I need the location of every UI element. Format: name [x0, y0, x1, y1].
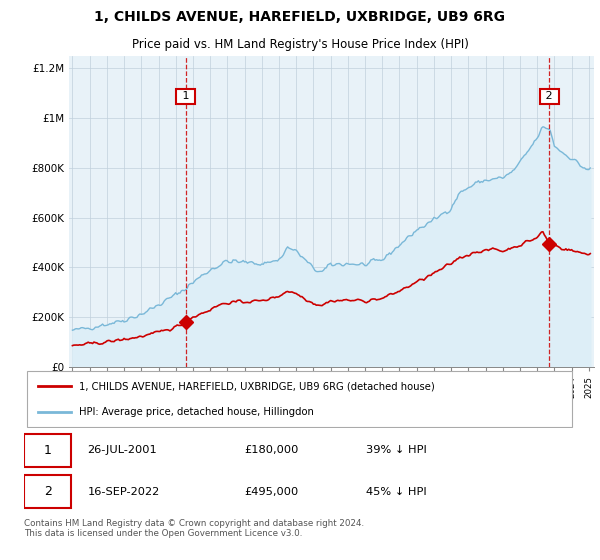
Text: £180,000: £180,000: [245, 445, 299, 455]
Text: 16-SEP-2022: 16-SEP-2022: [88, 487, 160, 497]
Text: 45% ↓ HPI: 45% ↓ HPI: [366, 487, 427, 497]
FancyBboxPatch shape: [24, 475, 71, 508]
Text: Price paid vs. HM Land Registry's House Price Index (HPI): Price paid vs. HM Land Registry's House …: [131, 38, 469, 51]
Text: Contains HM Land Registry data © Crown copyright and database right 2024.
This d: Contains HM Land Registry data © Crown c…: [24, 519, 364, 538]
Text: 1, CHILDS AVENUE, HAREFIELD, UXBRIDGE, UB9 6RG (detached house): 1, CHILDS AVENUE, HAREFIELD, UXBRIDGE, U…: [79, 381, 435, 391]
FancyBboxPatch shape: [27, 371, 572, 427]
Text: 39% ↓ HPI: 39% ↓ HPI: [366, 445, 427, 455]
Text: 1: 1: [44, 444, 52, 457]
Text: 1, CHILDS AVENUE, HAREFIELD, UXBRIDGE, UB9 6RG: 1, CHILDS AVENUE, HAREFIELD, UXBRIDGE, U…: [95, 11, 505, 25]
Text: 1: 1: [179, 91, 193, 101]
Text: £495,000: £495,000: [245, 487, 299, 497]
FancyBboxPatch shape: [24, 434, 71, 467]
Text: HPI: Average price, detached house, Hillingdon: HPI: Average price, detached house, Hill…: [79, 407, 314, 417]
Text: 26-JUL-2001: 26-JUL-2001: [88, 445, 157, 455]
Text: 2: 2: [44, 486, 52, 498]
Text: 2: 2: [542, 91, 556, 101]
